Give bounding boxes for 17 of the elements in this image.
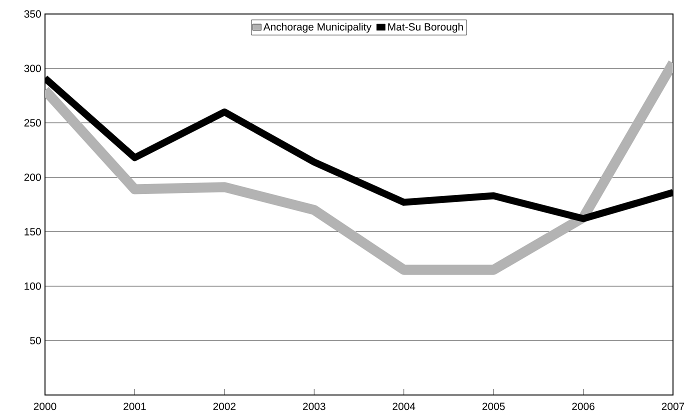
legend-label: Anchorage Municipality bbox=[263, 22, 372, 33]
x-tick-label: 2005 bbox=[482, 402, 505, 410]
legend-label: Mat-Su Borough bbox=[388, 22, 463, 33]
y-tick-label: 200 bbox=[24, 174, 41, 181]
x-tick-label: 2004 bbox=[392, 402, 416, 410]
x-tick-label: 2007 bbox=[662, 402, 684, 410]
y-tick-label: 150 bbox=[24, 228, 41, 236]
y-tick-label: 350 bbox=[24, 10, 41, 18]
x-tick-label: 2001 bbox=[124, 402, 146, 410]
y-tick-label: 100 bbox=[24, 282, 41, 290]
y-tick-label: 50 bbox=[30, 336, 41, 344]
y-tick-label: 300 bbox=[24, 64, 41, 72]
y-tick-label: 250 bbox=[24, 119, 41, 127]
x-tick-label: 2002 bbox=[213, 402, 236, 410]
x-tick-label: 2006 bbox=[572, 402, 594, 410]
x-tick-label: 2003 bbox=[303, 402, 326, 410]
x-tick-label: 2000 bbox=[34, 402, 56, 410]
